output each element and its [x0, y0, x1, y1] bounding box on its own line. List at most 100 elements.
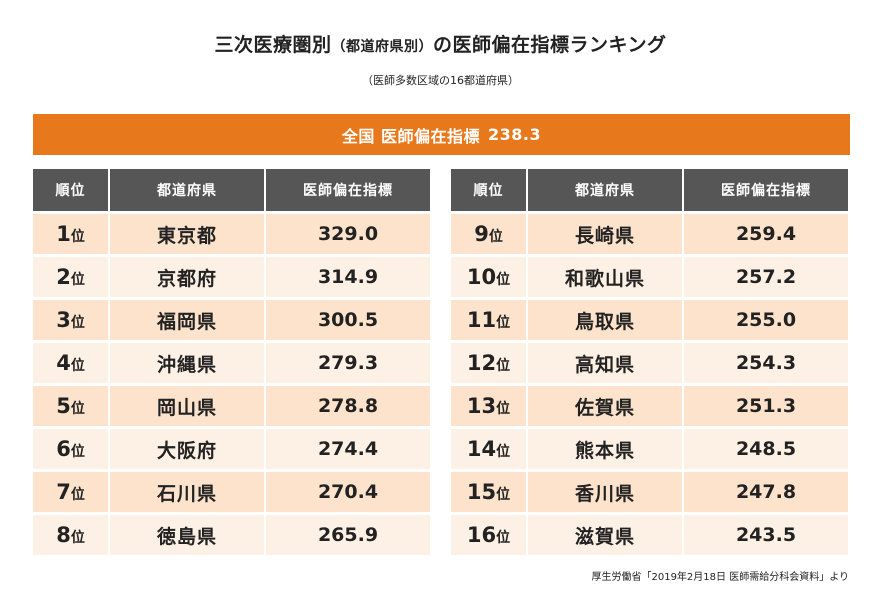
index-value-cell: 329.0	[266, 214, 430, 257]
index-value-cell: 278.8	[266, 386, 430, 429]
prefecture-cell: 石川県	[110, 472, 266, 515]
table-row: 11位 鳥取県 255.0	[451, 300, 848, 343]
prefecture-cell: 滋賀県	[528, 515, 684, 558]
rank-suffix: 位	[496, 530, 511, 546]
table-row: 13位 佐賀県 251.3	[451, 386, 848, 429]
rank-suffix: 位	[70, 530, 85, 546]
table-row: 3位 福岡県 300.5	[33, 300, 430, 343]
rank-suffix: 位	[496, 401, 511, 417]
prefecture-cell: 東京都	[110, 214, 266, 257]
prefecture-cell: 鳥取県	[528, 300, 684, 343]
prefecture-cell: 熊本県	[528, 429, 684, 472]
table-header-row: 順位 都道府県 医師偏在指標	[33, 169, 430, 214]
table-row: 7位 石川県 270.4	[33, 472, 430, 515]
rank-cell: 14位	[451, 429, 528, 472]
prefecture-cell: 岡山県	[110, 386, 266, 429]
index-value-cell: 255.0	[684, 300, 848, 343]
index-value-cell: 247.8	[684, 472, 848, 515]
header-index: 医師偏在指標	[684, 169, 848, 214]
rank-cell: 16位	[451, 515, 528, 558]
page-subtitle: （医師多数区域の16都道府県）	[362, 74, 519, 87]
table-row: 6位 大阪府 274.4	[33, 429, 430, 472]
page-title: 三次医療圏別（都道府県別）の医師偏在指標ランキング	[0, 30, 881, 57]
rank-cell: 15位	[451, 472, 528, 515]
rank-cell: 9位	[451, 214, 528, 257]
table-row: 5位 岡山県 278.8	[33, 386, 430, 429]
header-rank: 順位	[451, 169, 528, 214]
header-prefecture: 都道府県	[528, 169, 684, 214]
rank-suffix: 位	[70, 272, 85, 288]
ranking-table-right: 順位 都道府県 医師偏在指標 9位 長崎県 259.4 10位 和歌山県 257.2 11位…	[451, 169, 848, 558]
rank-number: 4	[56, 351, 71, 375]
table-row: 14位 熊本県 248.5	[451, 429, 848, 472]
national-index-banner: 全国 医師偏在指標 238.3	[33, 114, 850, 155]
prefecture-cell: 京都府	[110, 257, 266, 300]
rank-number: 7	[56, 480, 71, 504]
source-note: 厚生労働省「2019年2月18日 医師需給分科会資料」より	[591, 572, 849, 583]
rank-cell: 5位	[33, 386, 110, 429]
rank-cell: 13位	[451, 386, 528, 429]
table-row: 15位 香川県 247.8	[451, 472, 848, 515]
rank-number: 6	[56, 437, 71, 461]
ranking-table-left: 順位 都道府県 医師偏在指標 1位 東京都 329.0 2位 京都府 314.9 3位 福岡県…	[33, 169, 430, 558]
prefecture-cell: 福岡県	[110, 300, 266, 343]
rank-number: 9	[474, 222, 489, 246]
rank-cell: 4位	[33, 343, 110, 386]
table-header-row: 順位 都道府県 医師偏在指標	[451, 169, 848, 214]
rank-number: 5	[56, 394, 71, 418]
rank-number: 11	[466, 308, 497, 332]
rank-number: 14	[466, 437, 497, 461]
prefecture-cell: 沖縄県	[110, 343, 266, 386]
header-index: 医師偏在指標	[266, 169, 430, 214]
rank-suffix: 位	[496, 487, 511, 503]
table-row: 2位 京都府 314.9	[33, 257, 430, 300]
prefecture-cell: 高知県	[528, 343, 684, 386]
rank-number: 12	[466, 351, 497, 375]
prefecture-cell: 佐賀県	[528, 386, 684, 429]
rank-number: 13	[466, 394, 497, 418]
index-value-cell: 279.3	[266, 343, 430, 386]
rank-cell: 10位	[451, 257, 528, 300]
table-row: 16位 滋賀県 243.5	[451, 515, 848, 558]
rank-number: 8	[56, 523, 71, 547]
header-prefecture: 都道府県	[110, 169, 266, 214]
prefecture-cell: 和歌山県	[528, 257, 684, 300]
rank-suffix: 位	[496, 444, 511, 460]
table-row: 1位 東京都 329.0	[33, 214, 430, 257]
rank-cell: 2位	[33, 257, 110, 300]
rank-suffix: 位	[70, 401, 85, 417]
rank-suffix: 位	[70, 487, 85, 503]
table-row: 9位 長崎県 259.4	[451, 214, 848, 257]
index-value-cell: 243.5	[684, 515, 848, 558]
rank-number: 15	[466, 480, 497, 504]
title-main-prefix: 三次医療圏別	[214, 34, 332, 56]
table-row: 8位 徳島県 265.9	[33, 515, 430, 558]
rank-number: 3	[56, 308, 71, 332]
rank-suffix: 位	[496, 315, 511, 331]
prefecture-cell: 大阪府	[110, 429, 266, 472]
rank-number: 10	[466, 265, 497, 289]
rank-cell: 1位	[33, 214, 110, 257]
rank-cell: 12位	[451, 343, 528, 386]
rank-cell: 3位	[33, 300, 110, 343]
table-row: 12位 高知県 254.3	[451, 343, 848, 386]
rank-cell: 8位	[33, 515, 110, 558]
index-value-cell: 257.2	[684, 257, 848, 300]
rank-suffix: 位	[488, 229, 503, 245]
title-main-small: （都道府県別）	[331, 39, 434, 55]
prefecture-cell: 徳島県	[110, 515, 266, 558]
banner-value: 238.3	[487, 125, 542, 144]
rank-cell: 7位	[33, 472, 110, 515]
index-value-cell: 270.4	[266, 472, 430, 515]
title-main-suffix: の医師偏在指標ランキング	[433, 34, 667, 56]
rank-number: 2	[56, 265, 71, 289]
index-value-cell: 265.9	[266, 515, 430, 558]
index-value-cell: 251.3	[684, 386, 848, 429]
index-value-cell: 274.4	[266, 429, 430, 472]
rank-number: 1	[56, 222, 71, 246]
rank-suffix: 位	[496, 272, 511, 288]
rank-cell: 11位	[451, 300, 528, 343]
rank-suffix: 位	[70, 358, 85, 374]
index-value-cell: 254.3	[684, 343, 848, 386]
banner-label: 全国 医師偏在指標	[341, 126, 480, 146]
